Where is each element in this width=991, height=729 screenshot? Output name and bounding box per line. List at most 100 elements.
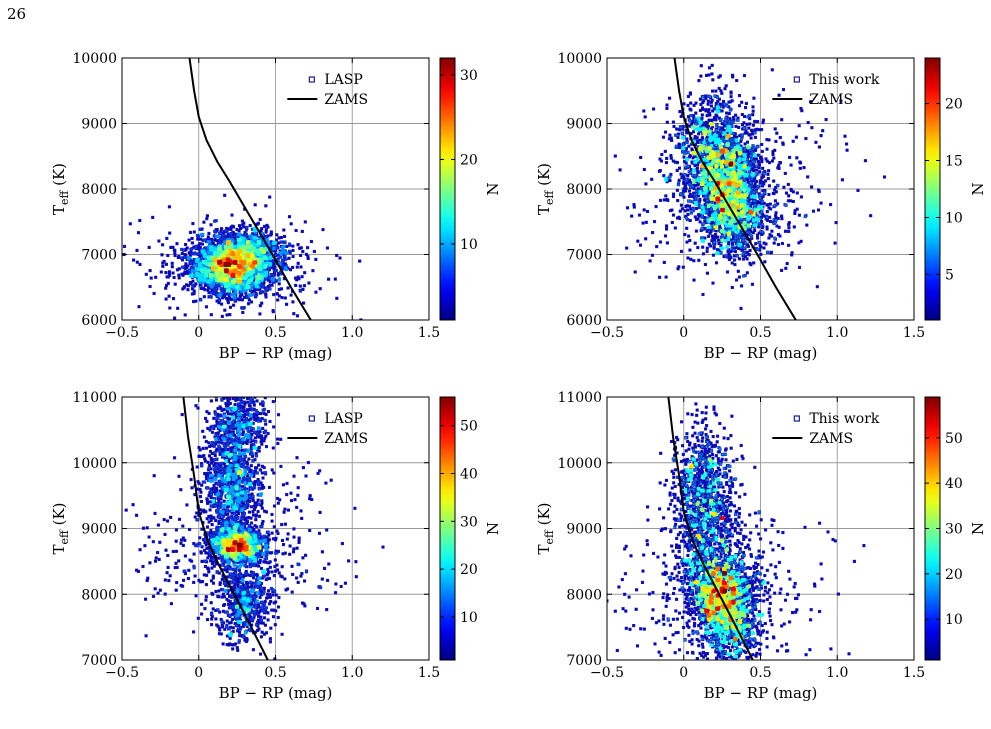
data-point — [783, 171, 787, 175]
data-point — [662, 260, 666, 264]
data-point — [176, 255, 180, 260]
data-point — [644, 237, 648, 241]
data-point — [791, 139, 795, 143]
data-point — [294, 276, 298, 280]
data-point — [199, 298, 203, 302]
data-point — [682, 102, 686, 106]
data-point — [173, 316, 177, 320]
data-point — [686, 94, 690, 99]
data-point — [765, 210, 769, 214]
data-point — [693, 173, 697, 177]
data-point — [660, 152, 664, 157]
x-tick-label: 0 — [194, 325, 203, 341]
data-point — [696, 246, 700, 250]
data-point — [291, 265, 295, 269]
data-point — [209, 246, 213, 250]
data-point — [198, 237, 202, 241]
data-point — [676, 267, 680, 271]
data-point — [232, 294, 236, 298]
data-point — [772, 241, 776, 245]
data-point — [207, 257, 212, 261]
data-point — [765, 225, 769, 229]
data-point — [668, 96, 672, 100]
data-point — [138, 218, 142, 223]
data-point — [161, 243, 165, 247]
data-point — [767, 206, 771, 210]
colorbar-label: N — [484, 182, 502, 195]
data-point — [304, 252, 309, 256]
data-point — [287, 215, 292, 219]
data-point — [700, 113, 704, 117]
data-point — [758, 244, 762, 248]
data-point — [287, 256, 291, 260]
data-point — [723, 102, 727, 106]
data-point — [727, 252, 731, 256]
data-point — [748, 261, 752, 265]
data-point — [694, 229, 698, 233]
data-point — [233, 244, 237, 248]
data-point — [207, 280, 212, 284]
data-point — [821, 129, 825, 133]
data-point — [707, 66, 712, 70]
data-point — [690, 194, 694, 198]
data-point — [799, 239, 803, 243]
data-point — [748, 122, 752, 126]
data-point — [761, 118, 765, 122]
data-point — [209, 223, 213, 227]
data-point — [691, 156, 695, 160]
data-point — [166, 281, 170, 285]
data-point — [720, 109, 724, 113]
data-point — [242, 225, 246, 229]
data-point — [714, 229, 718, 233]
data-point — [737, 257, 741, 261]
data-point — [711, 131, 715, 135]
data-point — [263, 270, 267, 274]
data-point — [797, 265, 802, 269]
data-point — [687, 155, 692, 159]
data-point — [210, 282, 214, 286]
data-point — [685, 240, 689, 244]
data-point — [186, 264, 190, 268]
data-point — [157, 239, 161, 243]
data-point — [291, 254, 295, 259]
data-point — [179, 256, 184, 260]
data-point — [214, 263, 218, 267]
data-point — [777, 93, 781, 97]
data-point — [243, 245, 247, 249]
data-point — [148, 269, 152, 273]
data-point — [766, 172, 770, 176]
data-point — [207, 231, 211, 235]
data-point — [806, 175, 810, 179]
data-point — [787, 226, 791, 230]
data-point — [227, 289, 231, 293]
data-point — [721, 105, 725, 109]
data-point — [223, 250, 227, 254]
data-point — [625, 206, 630, 210]
data-point — [283, 240, 287, 244]
data-point — [291, 244, 295, 248]
data-point — [191, 285, 195, 289]
data-point — [236, 244, 241, 248]
data-point — [684, 161, 688, 165]
data-point — [756, 160, 760, 164]
data-point — [254, 243, 258, 247]
data-point — [772, 156, 776, 160]
data-point — [784, 266, 788, 270]
data-point — [743, 142, 747, 146]
data-point — [241, 275, 245, 279]
data-point — [756, 153, 760, 157]
data-point — [203, 246, 208, 250]
data-point — [767, 184, 771, 188]
data-point — [245, 225, 249, 229]
data-point — [221, 235, 226, 240]
data-point — [687, 234, 691, 238]
data-point — [224, 284, 228, 288]
data-point — [761, 180, 765, 185]
data-point — [275, 233, 279, 237]
data-point — [250, 282, 254, 286]
data-point — [197, 278, 201, 282]
data-point — [781, 88, 786, 92]
data-point — [689, 257, 693, 261]
data-point — [247, 302, 251, 306]
